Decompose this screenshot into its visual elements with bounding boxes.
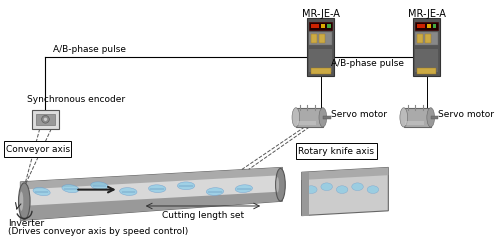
Bar <box>309 22 332 30</box>
Bar <box>415 49 439 72</box>
FancyBboxPatch shape <box>4 141 71 157</box>
Text: Synchronous encoder: Synchronous encoder <box>27 95 125 104</box>
Ellipse shape <box>321 183 332 191</box>
Ellipse shape <box>292 108 300 127</box>
Ellipse shape <box>352 183 363 191</box>
Text: Conveyor axis: Conveyor axis <box>6 145 70 154</box>
Text: MR-JE-A: MR-JE-A <box>302 8 340 19</box>
Text: Cutting length set: Cutting length set <box>162 211 244 220</box>
Polygon shape <box>21 167 282 221</box>
Ellipse shape <box>148 185 166 193</box>
Polygon shape <box>21 167 282 190</box>
Bar <box>405 121 424 125</box>
Ellipse shape <box>44 117 47 121</box>
Bar <box>415 32 439 45</box>
Ellipse shape <box>367 186 379 194</box>
Ellipse shape <box>20 192 23 211</box>
Bar <box>323 116 330 119</box>
Bar <box>307 18 334 76</box>
Bar <box>296 108 323 127</box>
Text: A/B-phase pulse: A/B-phase pulse <box>330 59 403 68</box>
Bar <box>413 18 440 76</box>
Ellipse shape <box>91 182 108 190</box>
Text: MR-JE-A: MR-JE-A <box>408 8 446 19</box>
Ellipse shape <box>400 108 407 127</box>
Bar <box>404 108 431 127</box>
Bar <box>425 33 431 43</box>
Bar <box>415 22 439 30</box>
Ellipse shape <box>305 186 317 194</box>
Bar <box>309 32 332 45</box>
FancyBboxPatch shape <box>296 143 377 159</box>
Text: Servo motor: Servo motor <box>330 110 386 119</box>
Bar <box>311 24 319 28</box>
Bar <box>311 33 317 43</box>
Polygon shape <box>302 172 309 216</box>
Bar <box>36 114 55 125</box>
Bar <box>319 33 325 43</box>
Bar <box>309 49 332 72</box>
Bar <box>417 68 437 74</box>
Bar <box>433 24 437 28</box>
Ellipse shape <box>319 108 326 127</box>
Bar <box>417 33 423 43</box>
Text: A/B-phase pulse: A/B-phase pulse <box>53 46 126 54</box>
Ellipse shape <box>19 183 30 220</box>
Bar <box>431 116 439 119</box>
Ellipse shape <box>206 188 224 195</box>
Ellipse shape <box>427 108 435 127</box>
Ellipse shape <box>235 185 253 193</box>
Ellipse shape <box>33 187 50 196</box>
Ellipse shape <box>178 182 195 190</box>
Bar <box>326 24 330 28</box>
Bar <box>417 24 425 28</box>
Text: Inverter: Inverter <box>8 219 44 228</box>
Bar <box>32 110 59 129</box>
Ellipse shape <box>62 185 79 193</box>
Bar <box>311 68 330 74</box>
Polygon shape <box>21 192 282 221</box>
Text: Rotary knife axis: Rotary knife axis <box>298 147 374 156</box>
Polygon shape <box>302 167 388 180</box>
Ellipse shape <box>276 177 279 193</box>
Ellipse shape <box>42 115 49 123</box>
Ellipse shape <box>337 186 348 194</box>
Bar <box>427 24 431 28</box>
Text: Servo motor: Servo motor <box>439 110 494 119</box>
Bar <box>321 24 325 28</box>
Polygon shape <box>302 167 388 216</box>
Bar <box>297 121 316 125</box>
Ellipse shape <box>120 188 137 195</box>
Ellipse shape <box>276 168 285 201</box>
Text: (Drives conveyor axis by speed control): (Drives conveyor axis by speed control) <box>8 228 188 236</box>
